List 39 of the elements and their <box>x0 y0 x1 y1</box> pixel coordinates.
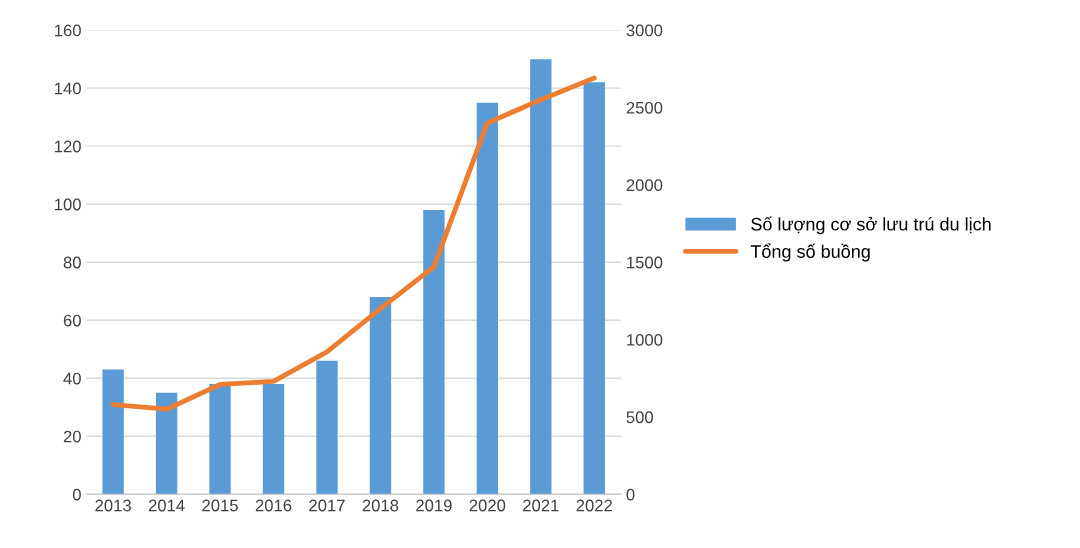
y-tick-label: 160 <box>55 24 81 37</box>
bar <box>369 297 392 495</box>
legend-label: Số lượng cơ sở lưu trú du lịch <box>751 216 991 235</box>
y2-tick-label: 2500 <box>626 101 663 114</box>
legend-label: Tổng số buồng <box>750 243 870 262</box>
line-series <box>110 75 597 412</box>
x-tick-label: 2014 <box>148 499 185 512</box>
x-tick-label: 2016 <box>255 499 292 512</box>
y2-tick-label: 3000 <box>626 24 663 37</box>
bar <box>583 82 605 495</box>
bar <box>262 384 285 495</box>
y2-tick-label: 0 <box>626 488 635 501</box>
bar <box>316 360 338 495</box>
x-tick-label: 2020 <box>469 499 506 512</box>
y2-tick-label: 2000 <box>626 179 663 192</box>
bar <box>423 210 445 495</box>
bar <box>476 102 499 495</box>
y-tick-label: 140 <box>55 82 81 95</box>
x-tick-label: 2018 <box>362 499 399 512</box>
y-tick-label: 120 <box>55 140 81 153</box>
y-tick-label: 100 <box>55 198 81 211</box>
bar <box>155 392 178 495</box>
y-tick-label: 60 <box>63 314 81 327</box>
y2-tick-label: 500 <box>626 411 654 424</box>
bar <box>102 369 124 495</box>
bar <box>209 384 231 495</box>
y-tick-label: 20 <box>63 430 81 443</box>
x-tick-label: 2022 <box>576 499 612 512</box>
y2-tick-label: 1500 <box>627 256 663 269</box>
x-tick-label: 2021 <box>523 499 559 512</box>
x-tick-label: 2017 <box>309 499 345 512</box>
y2-tick-label: 1000 <box>627 333 663 346</box>
y-tick-label: 80 <box>63 256 81 269</box>
x-tick-label: 2015 <box>202 499 238 512</box>
y-tick-label: 0 <box>72 488 81 501</box>
bar <box>530 59 552 495</box>
y-tick-label: 40 <box>63 372 81 385</box>
x-tick-label: 2019 <box>416 499 452 512</box>
x-tick-label: 2013 <box>95 499 131 512</box>
